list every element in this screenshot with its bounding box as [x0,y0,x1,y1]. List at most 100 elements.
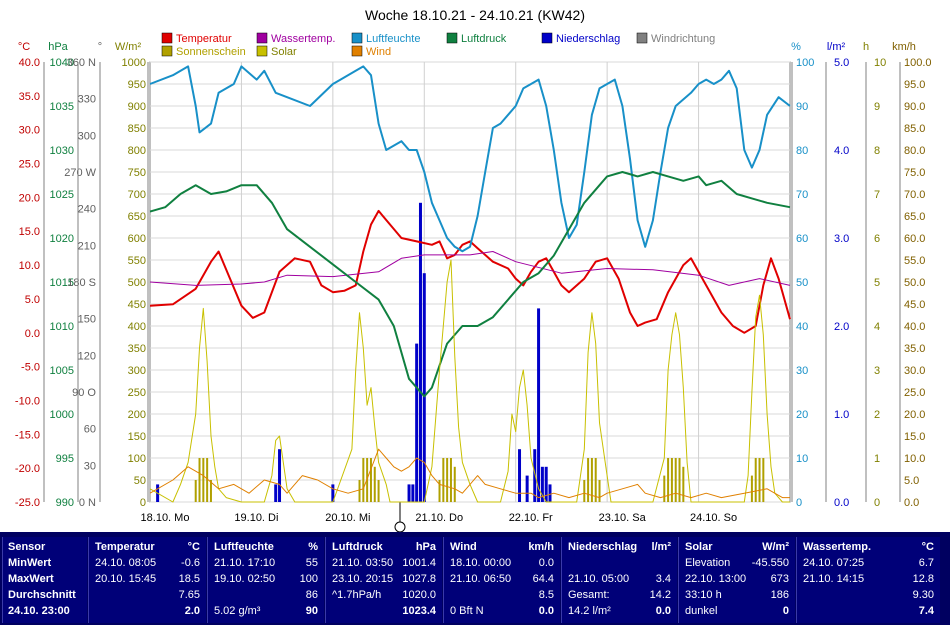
axis-tick-pressure: 1000 [50,409,74,421]
legend-label: Wassertemp. [271,33,335,45]
stats-cell-value: 3.4 [655,573,671,585]
legend-label: Temperatur [176,33,232,45]
bar-sonnenschein [202,458,205,502]
axis-tick-wind: 25.0 [904,387,925,399]
axis-tick-sun: 8 [874,145,880,157]
axis-tick-winddir: 150 [78,314,96,326]
axis-tick-solar: 700 [128,189,146,201]
stats-column-unit: l/m² [651,541,671,553]
stats-column-niederschlag: Niederschlag l/m² 21.10. 05:00 3.4 Gesamt: 14… [561,537,677,623]
axis-tick-wind: 30.0 [904,365,925,377]
axis-tick-solar: 0 [140,497,146,509]
stats-cell-value: 8.5 [538,589,554,601]
axis-tick-wind: 40.0 [904,321,925,333]
bar-niederschlag [278,449,282,502]
chart-title: Woche 18.10.21 - 24.10.21 (KW42) [365,7,585,23]
stats-cell-value: 0.0 [538,605,554,617]
axis-tick-rain: 4.0 [834,145,849,157]
axis-tick-solar: 900 [128,101,146,113]
axis-tick-winddir: 300 [78,130,96,142]
axis-tick-temp: -25.0 [15,497,40,509]
bar-niederschlag [525,475,529,502]
axis-tick-wind: 75.0 [904,167,925,179]
axis-unit-rain: l/m² [827,41,846,53]
row-label-column: Sensor MinWert MaxWert Durchschnitt 24.1… [2,537,87,623]
stats-column-unit: hPa [415,541,436,553]
stats-column-unit: % [308,541,318,553]
stats-cell-label: 33:10 h [685,589,722,601]
stats-cell-label: dunkel [685,605,718,617]
axis-tick-wind: 45.0 [904,299,925,311]
axis-tick-humidity: 50 [796,277,808,289]
axis-tick-temp: -15.0 [15,429,40,441]
x-day-label: 18.10. Mo [141,512,190,524]
axis-tick-wind: 90.0 [904,101,925,113]
axis-tick-pressure: 1010 [50,321,74,333]
axis-tick-sun: 0 [874,497,880,509]
axis-tick-temp: 0.0 [25,328,40,340]
axis-tick-wind: 0.0 [904,497,919,509]
axis-tick-wind: 35.0 [904,343,925,355]
x-day-label: 20.10. Mi [325,512,370,524]
stats-cell-label: 0 Bft N [450,605,484,617]
stats-cell-label: 20.10. 15:45 [95,573,157,585]
axis-tick-humidity: 60 [796,233,808,245]
axis-tick-temp: -5.0 [21,362,40,374]
axis-tick-humidity: 100 [796,57,814,69]
x-day-label: 24.10. So [690,512,737,524]
stats-cell-value: 14.2 [649,589,671,601]
axis-tick-solar: 650 [128,211,146,223]
axis-tick-wind: 15.0 [904,431,925,443]
bar-niederschlag [540,466,544,502]
bar-sonnenschein [449,458,452,502]
stats-cell-label: 21.10. 05:00 [568,573,630,585]
axis-tick-solar: 950 [128,79,146,91]
stats-cell-value: 9.30 [912,589,934,601]
legend-swatch [351,45,363,57]
stats-cell-value: 90 [305,605,318,617]
stats-column-unit: °C [921,541,934,553]
axis-tick-rain: 1.0 [834,409,849,421]
bar-niederschlag [422,273,426,502]
stats-column-title: Luftdruck [332,541,383,553]
row-label-min: MinWert [8,557,52,569]
axis-tick-temp: 15.0 [19,226,40,238]
stats-cell-label: ^1.7hPa/h [332,589,382,601]
stats-cell-label: 24.10. 08:05 [95,557,157,569]
axis-unit-humidity: % [791,41,801,53]
bar-sonnenschein [594,458,597,502]
axis-tick-pressure: 1040 [50,57,74,69]
axis-tick-pressure: 995 [56,453,74,465]
axis-tick-solar: 500 [128,277,146,289]
axis-unit-wind: km/h [892,41,916,53]
axis-tick-solar: 400 [128,321,146,333]
x-day-label: 21.10. Do [415,512,463,524]
stats-cell-value: 7.4 [918,605,934,617]
weather-chart: Woche 18.10.21 - 24.10.21 (KW42) Temperat… [15,7,932,532]
stats-cell-label: 21.10. 06:50 [450,573,512,585]
legend-swatch [161,45,173,57]
legend-label: Luftdruck [461,33,507,45]
axis-tick-solar: 1000 [122,57,146,69]
axis-tick-pressure: 1015 [50,277,74,289]
bar-sonnenschein [663,475,666,502]
stats-cell-value: 0 [782,605,789,617]
axis-tick-temp: 35.0 [19,91,40,103]
axis-tick-wind: 5.0 [904,475,919,487]
series-line-wind [149,448,790,499]
x-day-label: 22.10. Fr [509,512,553,524]
stats-column-solar: Solar W/m² Elevation -45.550 22.10. 13:00 673… [678,537,795,623]
axis-tick-wind: 55.0 [904,255,925,267]
bar-sonnenschein [590,458,593,502]
axis-tick-sun: 9 [874,101,880,113]
legend-label: Niederschlag [556,33,620,45]
stats-column-temperatur: Temperatur °C 24.10. 08:05 -0.6 20.10. 15:45… [88,537,206,623]
axis-tick-solar: 150 [128,431,146,443]
x-day-label: 19.10. Di [234,512,278,524]
axis-tick-winddir: 180 S [67,277,96,289]
legend-swatch [256,45,268,57]
stats-cell-value: 186 [770,589,789,601]
stats-cell-label: Gesamt: [568,589,610,601]
bar-sonnenschein [667,458,670,502]
axis-tick-sun: 10 [874,57,886,69]
